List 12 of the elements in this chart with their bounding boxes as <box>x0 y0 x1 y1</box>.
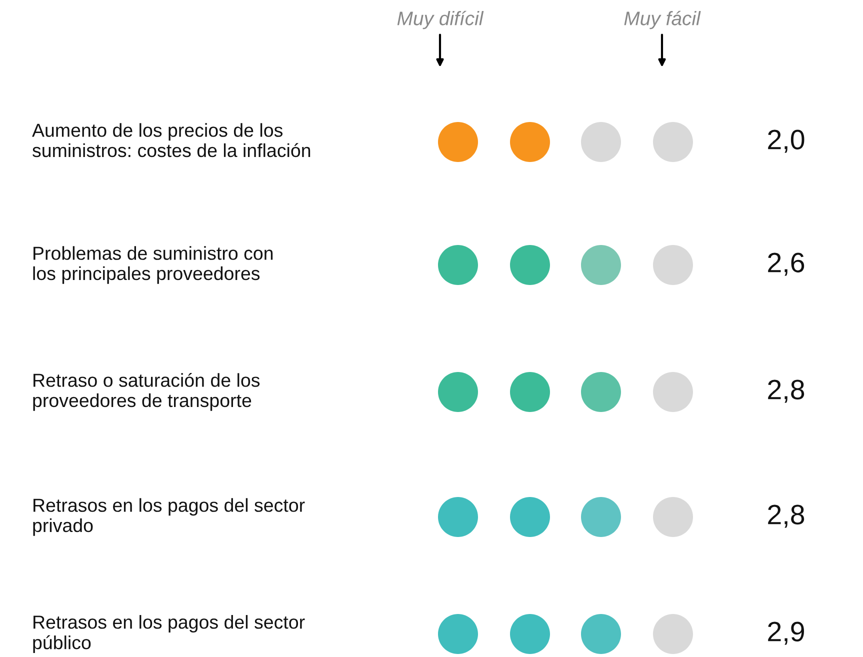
category-label: Retrasos en los pagos del sector privado <box>33 498 305 536</box>
category-label: Retraso o saturación de los proveedores de transporte <box>33 372 260 411</box>
category-label: Aumento de los precios de los suministros: costes de la inflación <box>32 123 310 158</box>
data-label: 2,0 <box>768 130 804 153</box>
data-label: 2,9 <box>768 622 804 645</box>
data-label: 2,8 <box>768 504 804 528</box>
data-label: 2,6 <box>768 252 804 276</box>
category-label: Problemas de suministro con los principales proveedores <box>33 246 273 284</box>
data-label: 2,8 <box>768 380 804 403</box>
category-label: Retrasos en los pagos del sector público <box>33 615 305 653</box>
text: Muy difícil <box>397 10 484 30</box>
text: Muy fácil <box>624 10 701 30</box>
